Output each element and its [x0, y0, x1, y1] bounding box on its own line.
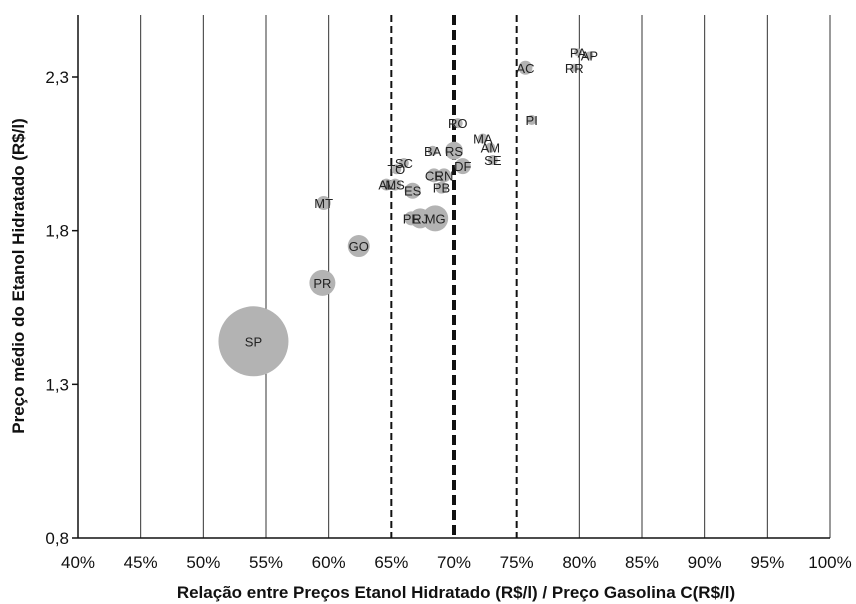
bubble-se — [487, 154, 498, 165]
bubble-ac — [518, 60, 533, 75]
x-tick-label: 55% — [249, 553, 283, 572]
bubble-pe — [404, 211, 419, 226]
bubble-pb — [435, 181, 448, 194]
bubble-label-go: GO — [349, 239, 369, 254]
x-tick-label: 75% — [500, 553, 534, 572]
bubble-label-am: AM — [481, 141, 501, 156]
bubble-label-es: ES — [404, 184, 422, 199]
bubble-pr — [309, 269, 336, 296]
bubble-ba — [427, 145, 438, 156]
y-tick-labels: 0,8 1,3 1,8 2,3 — [45, 68, 78, 548]
reference-lines — [389, 15, 519, 538]
bubble-label-ap: AP — [581, 48, 598, 63]
bubble-label-pe: PE — [403, 211, 421, 226]
y-tick-label: 0,8 — [45, 529, 69, 548]
x-axis-label: Relação entre Preços Etanol Hidratado (R… — [177, 583, 735, 602]
x-tick-label: 85% — [625, 553, 659, 572]
bubble-ms — [389, 178, 402, 191]
grid-lines — [140, 15, 831, 538]
bubble-label-to: TO — [387, 162, 405, 177]
y-tick-label: 2,3 — [45, 68, 69, 87]
bubble-rs — [445, 141, 463, 160]
bubble-label-rj: RJ — [412, 211, 428, 226]
bubble-label-pb: PB — [433, 181, 450, 196]
x-tick-label: 60% — [312, 553, 346, 572]
bubble-go — [347, 235, 370, 258]
bubble-al — [380, 178, 393, 191]
bubble-sc — [398, 158, 409, 169]
bubble-label-rs: RS — [445, 144, 463, 159]
bubble-label-al: AL — [378, 178, 394, 193]
bubble-mg — [422, 205, 449, 232]
bubble-pi — [526, 115, 537, 126]
bubble-ap — [585, 51, 594, 60]
bubble-label-df: DF — [454, 159, 471, 174]
bubble-label-pi: PI — [526, 113, 538, 128]
x-tick-label: 65% — [374, 553, 408, 572]
bubble-ro — [452, 118, 463, 129]
x-tick-label: 45% — [124, 553, 158, 572]
bubble-label-mt: MT — [314, 196, 333, 211]
x-tick-label: 50% — [186, 553, 220, 572]
x-tick-label: 100% — [808, 553, 851, 572]
bubble-am — [485, 142, 496, 153]
bubble-df — [454, 158, 471, 175]
bubble-label-ms: MS — [385, 178, 405, 193]
x-tick-label: 95% — [750, 553, 784, 572]
bubble-label-mg: MG — [425, 211, 446, 226]
bubble-ce — [426, 168, 441, 183]
bubble-label-ro: RO — [448, 116, 468, 131]
x-tick-label: 80% — [562, 553, 596, 572]
bubble-label-pa: PA — [570, 45, 587, 60]
bubble-label-ac: AC — [516, 61, 534, 76]
bubble-label-sp: SP — [245, 334, 262, 349]
bubble-label-ce: CE — [425, 168, 443, 183]
bubble-rn — [436, 168, 451, 183]
bubble-label-ma: MA — [473, 131, 493, 146]
y-tick-label: 1,3 — [45, 375, 69, 394]
bubbles — [218, 48, 594, 377]
axes — [77, 15, 830, 539]
y-axis-label: Preço médio do Etanol Hidratado (R$/l) — [9, 118, 28, 433]
x-tick-labels: 40% 45% 50% 55% 60% 65% 70% 75% 80% 85% 90% 95% 100% — [61, 553, 852, 572]
bubble-ma — [477, 133, 488, 144]
bubble-mt — [316, 196, 331, 211]
bubble-label-rn: RN — [435, 168, 454, 183]
bubble-rr — [570, 63, 579, 72]
x-tick-label: 70% — [437, 553, 471, 572]
bubble-label-pr: PR — [313, 276, 331, 291]
bubble-label-sc: SC — [395, 156, 413, 171]
x-tick-label: 40% — [61, 553, 95, 572]
x-tick-label: 90% — [688, 553, 722, 572]
bubble-label-se: SE — [484, 153, 502, 168]
bubble-sp — [218, 306, 289, 377]
bubble-pa — [574, 48, 583, 57]
bubble-to — [391, 164, 402, 175]
bubble-es — [404, 182, 421, 199]
bubble-label-ba: BA — [424, 144, 442, 159]
bubble-label-rr: RR — [565, 61, 584, 76]
y-tick-label: 1,8 — [45, 222, 69, 241]
